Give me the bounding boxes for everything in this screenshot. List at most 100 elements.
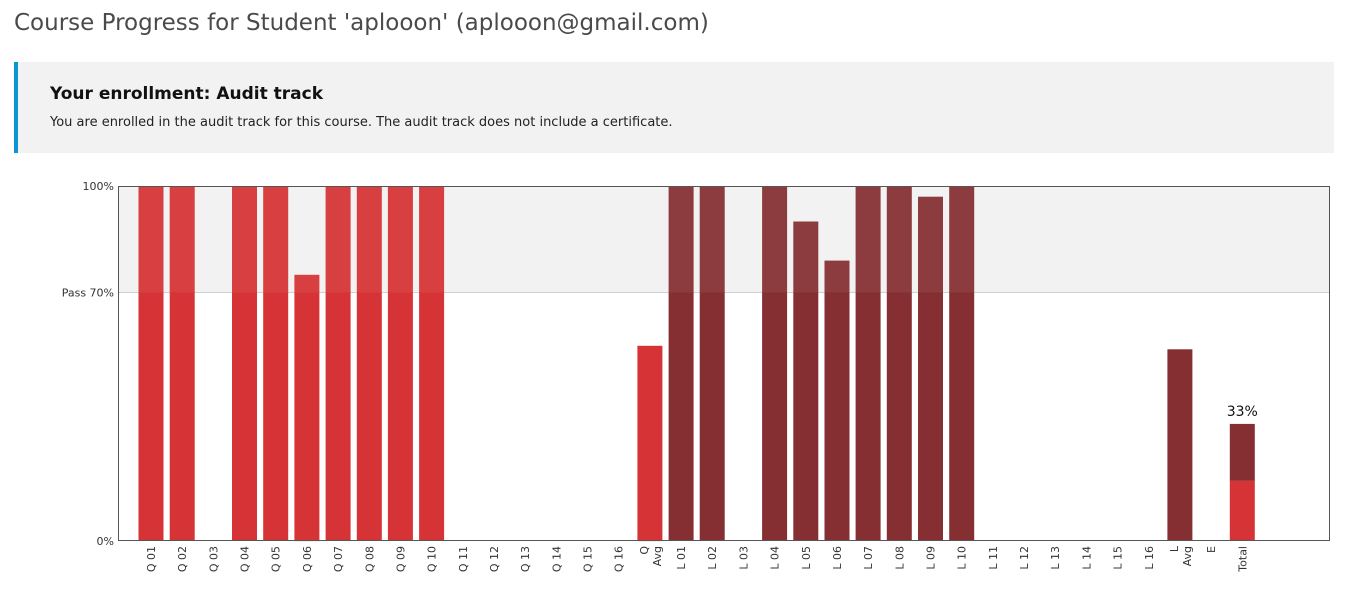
x-tick-label-group: Q 07 bbox=[332, 546, 345, 572]
x-tick-label: L 03 bbox=[737, 546, 750, 570]
x-tick-label: Q 08 bbox=[363, 546, 376, 572]
bar-l-08 bbox=[886, 186, 912, 541]
x-tick-label-group: L 02 bbox=[706, 546, 719, 570]
bar-overlay bbox=[699, 186, 725, 293]
x-tick-label-group: L 15 bbox=[1112, 546, 1125, 570]
x-tick-label-group: L 06 bbox=[831, 546, 844, 570]
bar-l-10 bbox=[949, 186, 975, 541]
x-tick-label-group: Q 14 bbox=[550, 546, 563, 572]
bar-overlay bbox=[232, 186, 257, 293]
x-tick-label-group: L 11 bbox=[987, 546, 1000, 570]
total-segment-quiz bbox=[1229, 480, 1255, 541]
x-tick-label: L 15 bbox=[1112, 546, 1125, 570]
x-tick-label: Q 09 bbox=[394, 546, 407, 572]
x-tick-label-group: Q 15 bbox=[582, 546, 595, 572]
bar-overlay bbox=[855, 186, 881, 293]
bar-l-09 bbox=[918, 196, 943, 541]
x-tick-label: Q 16 bbox=[613, 546, 626, 572]
x-tick-label: Q 02 bbox=[176, 546, 189, 572]
x-tick-label: L 11 bbox=[987, 546, 1000, 570]
enrollment-message: Your enrollment: Audit track You are enr… bbox=[14, 62, 1334, 153]
x-tick-label: L 07 bbox=[862, 546, 875, 570]
x-tick-label: Total bbox=[1236, 546, 1249, 573]
bar-overlay bbox=[793, 221, 819, 293]
x-tick-label: Q 06 bbox=[301, 546, 314, 572]
x-tick-label-group: Q 01 bbox=[145, 546, 158, 572]
x-tick-label-group: Q 09 bbox=[394, 546, 407, 572]
x-tick-label-group: L 16 bbox=[1143, 546, 1156, 570]
x-tick-label-group: L 10 bbox=[956, 546, 969, 570]
bar-overlay bbox=[169, 186, 195, 293]
bar-q-08 bbox=[356, 186, 382, 541]
x-tick-label: Q 15 bbox=[582, 546, 595, 572]
bar-q-10 bbox=[419, 186, 445, 541]
x-tick-label: Q 12 bbox=[488, 546, 501, 572]
bar-overlay bbox=[356, 186, 382, 293]
total-segment-lab bbox=[1229, 423, 1255, 481]
x-tick-label-group: Q 05 bbox=[270, 546, 283, 572]
bar-l-01 bbox=[668, 186, 694, 541]
x-tick-label-group: L 04 bbox=[769, 546, 782, 570]
x-tick-label: L 10 bbox=[956, 546, 969, 570]
plot-frame bbox=[118, 186, 1330, 541]
bar-overlay bbox=[886, 186, 912, 293]
x-tick-label: L bbox=[1168, 545, 1181, 552]
bar-overlay bbox=[949, 186, 975, 293]
x-tick-label-group: Q 12 bbox=[488, 546, 501, 572]
bar-q-avg bbox=[637, 345, 663, 542]
x-tick-label-group: Q 13 bbox=[519, 546, 532, 572]
x-tick-label-group: Q 10 bbox=[426, 546, 439, 572]
x-tick-label-group: Q Avg bbox=[638, 546, 664, 567]
x-tick-label-group: Q 02 bbox=[176, 546, 189, 572]
x-tick-label: L 16 bbox=[1143, 546, 1156, 570]
x-tick-label-group: L 07 bbox=[862, 546, 875, 570]
x-tick-label: Q 13 bbox=[519, 546, 532, 572]
x-tick-label: Q 05 bbox=[270, 546, 283, 572]
bar-q-06 bbox=[294, 274, 320, 542]
bar-overlay bbox=[325, 186, 351, 293]
x-tick-label: L 13 bbox=[1049, 546, 1062, 570]
bar-overlay bbox=[263, 186, 289, 293]
x-tick-label: L 08 bbox=[893, 546, 906, 570]
x-tick-label: Q 14 bbox=[550, 546, 563, 572]
x-tick-label: Q 01 bbox=[145, 546, 158, 572]
x-tick-label-group: L 08 bbox=[893, 546, 906, 570]
x-tick-label: Q bbox=[638, 546, 651, 555]
x-tick-label-group: Q 04 bbox=[239, 546, 252, 572]
enrollment-heading: Your enrollment: Audit track bbox=[50, 84, 324, 104]
bar-q-05 bbox=[263, 186, 289, 541]
bar-l-04 bbox=[762, 186, 788, 541]
bar-overlay bbox=[294, 274, 320, 293]
x-tick-label-group: L 12 bbox=[1018, 546, 1031, 570]
bar-l-avg bbox=[1167, 349, 1193, 541]
bar-l-06 bbox=[824, 260, 850, 541]
x-tick-label-group: L 09 bbox=[925, 546, 938, 570]
bar-overlay bbox=[824, 260, 850, 293]
bar-q-07 bbox=[325, 186, 351, 541]
enrollment-text: You are enrolled in the audit track for … bbox=[50, 115, 673, 130]
bar-q-02 bbox=[169, 186, 195, 541]
total-value-label: 33% bbox=[1227, 404, 1258, 420]
x-tick-label: Q 03 bbox=[207, 546, 220, 572]
x-tick-label: Avg bbox=[1181, 546, 1194, 566]
bar-overlay bbox=[387, 186, 413, 293]
x-tick-label-group: Q 08 bbox=[363, 546, 376, 572]
x-tick-label-group: E bbox=[1205, 546, 1218, 553]
x-tick-label: Q 07 bbox=[332, 546, 345, 572]
x-tick-label-group: L 05 bbox=[800, 546, 813, 570]
x-tick-label: Q 11 bbox=[457, 546, 470, 572]
x-tick-label-group: L 01 bbox=[675, 546, 688, 570]
bar-overlay bbox=[918, 196, 943, 293]
bar-q-01 bbox=[138, 186, 164, 541]
y-tick-label: 0% bbox=[97, 535, 114, 548]
bar-q-04 bbox=[232, 186, 257, 541]
bar-l-07 bbox=[855, 186, 881, 541]
x-tick-label: L 14 bbox=[1080, 546, 1093, 570]
x-tick-label-group: Q 03 bbox=[207, 546, 220, 572]
bar-overlay bbox=[668, 186, 694, 293]
x-tick-label: E bbox=[1205, 546, 1218, 553]
x-tick-label-group: L 14 bbox=[1080, 546, 1093, 570]
x-tick-label-group: Q 06 bbox=[301, 546, 314, 572]
x-tick-label-group: L 13 bbox=[1049, 546, 1062, 570]
